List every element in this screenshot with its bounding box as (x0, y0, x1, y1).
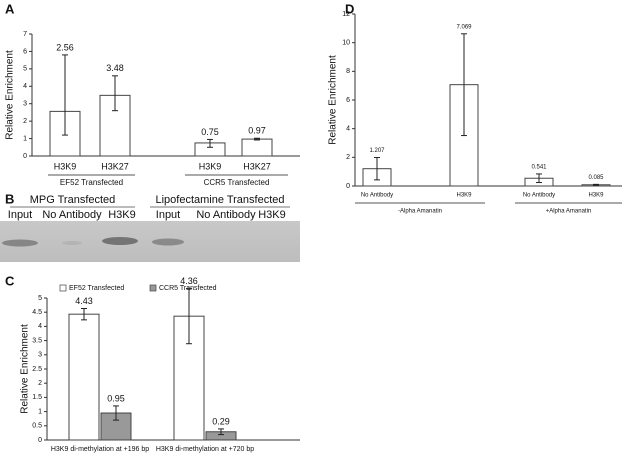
y-tick-label: 0 (23, 153, 27, 160)
value-label: 7.069 (456, 24, 472, 30)
panel-label: B (5, 191, 14, 206)
gel-band (2, 239, 38, 247)
y-tick-label: 1.5 (32, 394, 42, 401)
x-tick-label: H3K9 (588, 193, 604, 199)
value-label: 4.36 (180, 276, 198, 286)
bar (99, 94, 131, 157)
gel-band (102, 237, 138, 245)
bar (241, 138, 273, 157)
gel-band (152, 238, 184, 246)
panel-label: A (5, 1, 15, 16)
y-tick-label: 4 (346, 126, 350, 133)
y-tick-label: 5 (38, 295, 42, 302)
value-label: 0.75 (201, 127, 219, 137)
y-tick-label: 10 (342, 40, 350, 47)
group-label: EF52 Transfected (60, 178, 123, 187)
gel-lane-label: H3K9 (258, 209, 286, 221)
y-tick-label: 0.5 (32, 423, 42, 430)
value-label: 0.97 (248, 126, 266, 136)
legend-label: EF52 Transfected (69, 285, 124, 292)
y-tick-label: 0 (38, 437, 42, 444)
group-label: CCR5 Transfected (204, 178, 270, 187)
gel-image (0, 221, 300, 262)
y-tick-label: 3 (38, 352, 42, 359)
gel-lane-label: No Antibody (196, 209, 256, 221)
gel-group-label: Lipofectamine Transfected (155, 194, 284, 206)
value-label: 2.56 (56, 42, 74, 52)
value-label: 0.085 (588, 175, 604, 181)
y-axis-label: Relative Enrichment (20, 324, 31, 414)
value-label: 4.43 (75, 296, 93, 306)
y-tick-label: 6 (346, 97, 350, 104)
y-tick-label: 7 (23, 31, 27, 38)
gel-lane-label: No Antibody (42, 209, 102, 221)
y-tick-label: 0 (346, 183, 350, 190)
y-axis-label: Relative Enrichment (5, 50, 16, 140)
y-tick-label: 6 (23, 48, 27, 55)
y-tick-label: 2 (23, 118, 27, 125)
y-tick-label: 5 (23, 66, 27, 73)
x-tick-label: No Antibody (361, 193, 393, 199)
x-tick-label: H3K9 (54, 161, 77, 171)
value-label: 1.207 (369, 148, 385, 154)
x-tick-label: H3K27 (243, 161, 271, 171)
x-tick-label: H3K9 (456, 193, 472, 199)
panel-label: C (5, 273, 15, 288)
y-tick-label: 4.5 (32, 309, 42, 316)
gel-band (62, 241, 82, 245)
group-label: +Alpha Amanatin (546, 209, 592, 215)
x-tick-label: H3K9 di-methylation at +196 bp (51, 446, 149, 453)
y-tick-label: 4 (23, 83, 27, 90)
y-tick-label: 2 (346, 154, 350, 161)
legend-swatch (149, 284, 157, 292)
y-tick-label: 3 (23, 101, 27, 108)
y-tick-label: 1 (23, 135, 27, 142)
x-tick-label: No Antibody (523, 193, 555, 199)
y-tick-label: 2 (38, 380, 42, 387)
y-tick-label: 4 (38, 323, 42, 330)
y-tick-label: 8 (346, 68, 350, 75)
y-tick-label: 3.5 (32, 337, 42, 344)
value-label: 0.541 (531, 165, 547, 171)
group-label: -Alpha Amanatin (398, 209, 442, 215)
y-tick-label: 2.5 (32, 366, 42, 373)
gel-group-label: MPG Transfected (30, 194, 116, 206)
legend-swatch (59, 284, 67, 292)
gel-lane-label: H3K9 (108, 209, 136, 221)
x-tick-label: H3K9 (199, 161, 222, 171)
gel-lane-label: Input (8, 209, 32, 221)
value-label: 0.29 (212, 416, 230, 426)
x-tick-label: H3K9 di-methylation at +720 bp (156, 446, 254, 453)
y-tick-label: 1 (38, 408, 42, 415)
legend-label: CCR5 Transfected (159, 285, 217, 292)
panel-label: D (345, 1, 354, 16)
y-tick-label: 12 (342, 11, 350, 18)
x-tick-label: H3K27 (101, 161, 129, 171)
gel-lane-label: Input (156, 209, 180, 221)
y-axis-label: Relative Enrichment (328, 55, 339, 145)
bar (68, 313, 100, 441)
value-label: 3.48 (106, 63, 124, 73)
value-label: 0.95 (107, 393, 125, 403)
